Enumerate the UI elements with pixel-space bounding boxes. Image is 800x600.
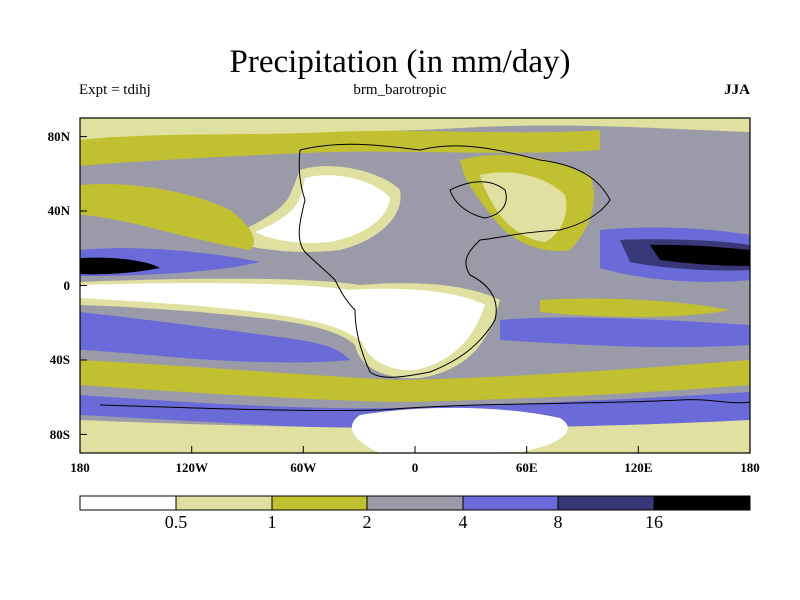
x-tick-label: 180 <box>70 460 90 475</box>
y-tick-label: 40N <box>48 203 71 218</box>
experiment-label: Expt = tdihj <box>79 82 151 98</box>
y-tick-label: 40S <box>50 352 70 367</box>
colorbar-swatch <box>175 495 273 511</box>
run-label: brm_barotropic <box>353 82 447 98</box>
colorbar-label: 1 <box>268 512 277 532</box>
colorbar-label: 4 <box>459 512 468 532</box>
season-label: JJA <box>724 82 750 98</box>
x-tick-label: 120E <box>624 460 652 475</box>
colorbar-label: 0.5 <box>165 512 188 532</box>
colorbar-label: 8 <box>554 512 563 532</box>
colorbar <box>79 495 751 511</box>
precip-field <box>80 118 750 453</box>
y-tick-label: 80N <box>48 129 71 144</box>
colorbar-label: 2 <box>363 512 372 532</box>
x-tick-label: 180 <box>740 460 760 475</box>
colorbar-label: 16 <box>645 512 663 532</box>
x-tick-label: 120W <box>175 460 208 475</box>
y-tick-label: 0 <box>64 278 71 293</box>
colorbar-swatch <box>366 495 464 511</box>
coastline <box>298 143 611 378</box>
colorbar-swatch <box>653 495 751 511</box>
x-tick-label: 0 <box>412 460 419 475</box>
x-tick-label: 60E <box>516 460 538 475</box>
colorbar-swatch <box>79 495 177 511</box>
y-tick-label: 80S <box>50 427 70 442</box>
colorbar-swatch <box>462 495 559 511</box>
colorbar-swatch <box>557 495 655 511</box>
x-tick-label: 60W <box>290 460 316 475</box>
plot-title: Precipitation (in mm/day) <box>229 44 571 80</box>
colorbar-swatch <box>271 495 368 511</box>
